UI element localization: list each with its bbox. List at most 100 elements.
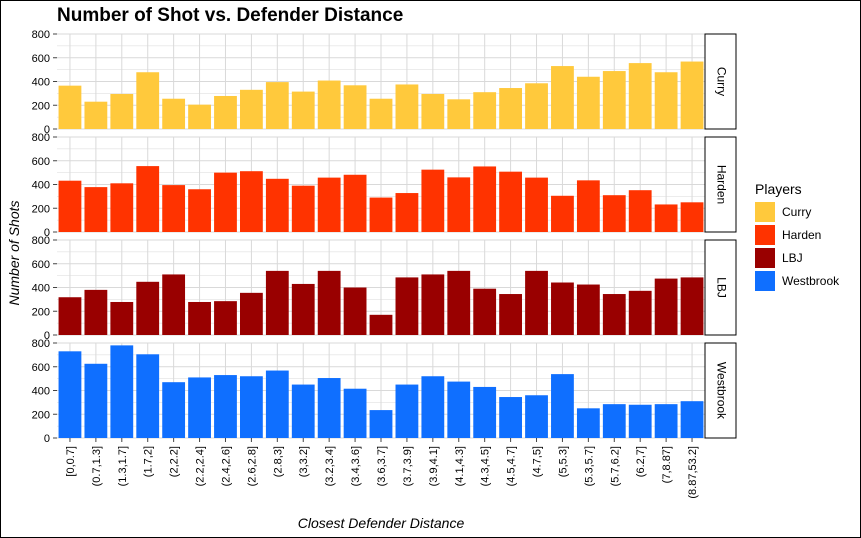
bar-harden [265, 178, 289, 232]
bar-harden [654, 204, 678, 232]
bar-curry [188, 104, 211, 129]
bar-curry [447, 99, 471, 129]
bar-westbrook [265, 370, 289, 438]
bar-westbrook [84, 363, 108, 438]
bar-westbrook [551, 374, 574, 438]
bar-lbj [110, 301, 134, 335]
x-tick-label: (6.2,7] [635, 446, 647, 477]
bar-westbrook [421, 376, 445, 438]
y-tick-label: 600 [32, 259, 50, 271]
x-tick-label: (3.4,3.6] [350, 446, 362, 486]
bar-curry [525, 83, 548, 129]
y-tick-label: 800 [32, 235, 50, 247]
x-tick-label: (8.87,53.2] [687, 446, 699, 499]
legend-item: Harden [755, 223, 839, 246]
facet-strip-label: Harden [714, 165, 728, 204]
bar-westbrook [369, 410, 393, 438]
legend-swatch [755, 270, 775, 291]
legend-swatch [755, 247, 775, 268]
bar-harden [628, 190, 652, 232]
y-tick-label: 0 [44, 330, 50, 342]
legend-item: Curry [755, 200, 839, 223]
x-tick-label: (2.4,2.6] [220, 446, 232, 486]
bar-curry [602, 71, 626, 129]
y-tick-label: 600 [32, 53, 50, 65]
bar-curry [369, 98, 393, 129]
bar-harden [343, 174, 367, 232]
bar-lbj [291, 283, 315, 335]
bar-harden [84, 187, 108, 232]
bar-westbrook [58, 351, 82, 438]
bar-curry [317, 80, 341, 129]
bar-curry [214, 95, 237, 129]
x-tick-label: (2.2,2.4] [195, 446, 207, 486]
bar-curry [576, 76, 600, 129]
bar-curry [162, 98, 186, 129]
y-tick-label: 600 [32, 156, 50, 168]
bar-westbrook [499, 397, 523, 438]
bar-curry [395, 84, 419, 129]
bar-lbj [395, 277, 419, 335]
bar-lbj [421, 274, 445, 335]
x-tick-label: (2.6,2.8] [246, 446, 258, 486]
bar-curry [136, 72, 160, 129]
bar-lbj [473, 288, 497, 335]
bar-westbrook [162, 382, 186, 438]
legend-label: LBJ [782, 250, 803, 265]
chart-title: Number of Shot vs. Defender Distance [57, 5, 404, 26]
legend-label: Curry [782, 204, 812, 219]
bar-curry [421, 93, 445, 129]
facet-strip [704, 33, 737, 130]
facet-strip-label: Curry [714, 67, 728, 96]
bar-harden [162, 185, 186, 232]
bar-curry [265, 82, 289, 129]
bar-harden [239, 171, 263, 232]
bar-harden [317, 177, 341, 232]
x-tick-label: (1.7,2] [143, 446, 155, 477]
bar-westbrook [628, 404, 652, 438]
bar-westbrook [110, 345, 134, 438]
bar-westbrook [525, 395, 548, 438]
x-tick-label: (5,5.3] [557, 446, 569, 477]
bar-lbj [58, 297, 82, 335]
bar-westbrook [447, 381, 471, 438]
x-tick-label: (5.7,6.2] [609, 446, 621, 486]
x-tick-label: (3.2,3.4] [324, 446, 336, 486]
bar-westbrook [188, 377, 211, 438]
x-tick-label: (4.7,5] [532, 446, 544, 477]
bar-harden [369, 197, 393, 232]
bar-harden [395, 193, 419, 232]
legend-item: Westbrook [755, 269, 839, 292]
legend-label: Harden [782, 227, 822, 242]
facet-strip-label: Westbrook [714, 362, 728, 420]
y-tick-label: 400 [32, 386, 50, 398]
bar-harden [680, 202, 704, 232]
bar-harden [58, 180, 82, 232]
bar-westbrook [395, 384, 419, 438]
x-tick-label: (3.7,3.9] [402, 446, 414, 486]
legend-swatch [755, 224, 775, 245]
bar-westbrook [136, 354, 160, 438]
x-tick-label: (3.6,3.7] [376, 446, 388, 486]
bar-harden [525, 177, 548, 232]
legend-title: Players [755, 181, 802, 197]
bar-westbrook [654, 404, 678, 438]
x-tick-label: (4.5,4.7] [506, 446, 518, 486]
facet-strip-label: LBJ [714, 277, 728, 298]
bar-lbj [214, 301, 237, 335]
bar-harden [576, 180, 600, 232]
bar-lbj [317, 270, 341, 335]
x-tick-label: (3,3.2] [298, 446, 310, 477]
bar-harden [499, 171, 523, 232]
facet-strip [704, 239, 737, 336]
x-tick-label: (1.3,1.7] [117, 446, 129, 486]
bar-curry [291, 91, 315, 129]
bar-lbj [602, 294, 626, 335]
bar-harden [421, 169, 445, 232]
bar-harden [473, 166, 497, 232]
y-tick-label: 800 [32, 338, 50, 350]
bar-curry [473, 92, 497, 129]
bar-lbj [551, 282, 574, 335]
bar-westbrook [214, 375, 237, 438]
